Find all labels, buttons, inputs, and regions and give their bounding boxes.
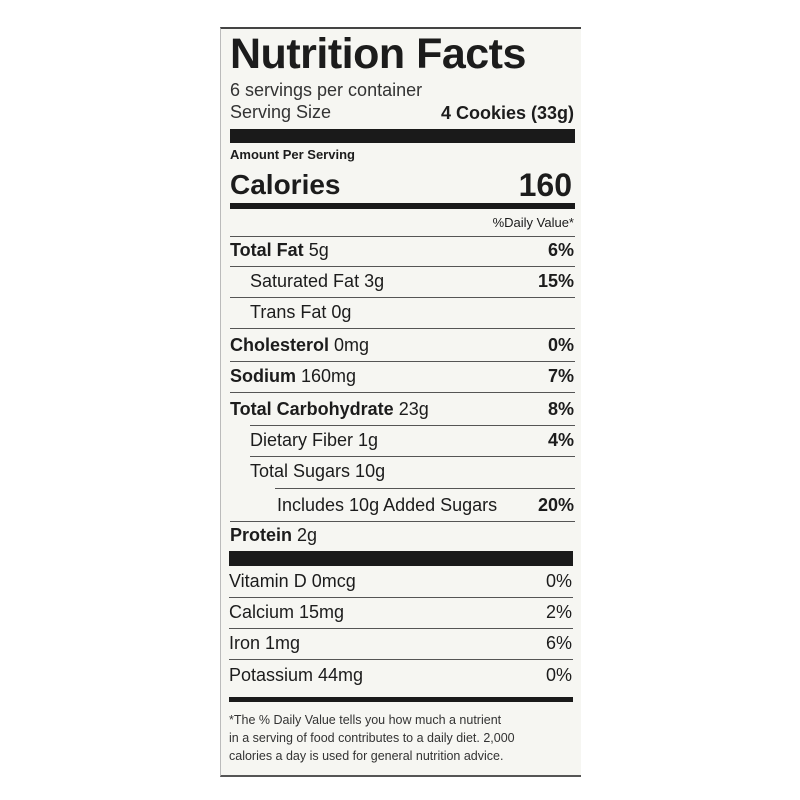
label-title: Nutrition Facts — [230, 30, 526, 78]
medium-divider — [230, 203, 575, 209]
dv-iron: 6% — [545, 633, 572, 653]
thick-divider — [229, 551, 573, 566]
calories-value: 160 — [518, 167, 572, 203]
nutrient-saturated-fat: Saturated Fat 3g — [250, 271, 385, 291]
dv-added-sugars: 20% — [537, 495, 574, 515]
dv-dietary-fiber: 4% — [547, 430, 574, 450]
serving-size-value: 4 Cookies (33g) — [440, 103, 574, 123]
potassium: Potassium 44mg — [229, 665, 364, 685]
calories-label: Calories — [230, 169, 341, 200]
dv-total-carbohydrate: 8% — [547, 399, 574, 419]
medium-divider — [229, 697, 573, 702]
amount-per-serving: Amount Per Serving — [230, 147, 355, 162]
nutrient-total-sugars: Total Sugars 10g — [250, 461, 386, 481]
dv-sodium: 7% — [547, 366, 574, 386]
nutrient-total-carbohydrate: Total Carbohydrate 23g — [230, 399, 429, 419]
nutrient-total-fat: Total Fat 5g — [230, 240, 329, 260]
dv-total-fat: 6% — [547, 240, 574, 260]
dv-vitamin-d: 0% — [545, 571, 572, 591]
nutrient-added-sugars: Includes 10g Added Sugars — [277, 495, 498, 515]
calcium: Calcium 15mg — [229, 602, 345, 622]
dv-potassium: 0% — [545, 665, 572, 685]
vitamin-d: Vitamin D 0mcg — [229, 571, 356, 591]
nutrient-sodium: Sodium 160mg — [230, 366, 357, 386]
nutrient-dietary-fiber: Dietary Fiber 1g — [250, 430, 379, 450]
nutrition-facts-panel — [220, 27, 581, 777]
dv-cholesterol: 0% — [547, 335, 574, 355]
thick-divider — [230, 129, 575, 143]
nutrient-protein: Protein 2g — [230, 525, 318, 545]
iron: Iron 1mg — [229, 633, 301, 653]
footnote: *The % Daily Value tells you how much a … — [229, 713, 515, 763]
daily-value-header: %Daily Value* — [492, 215, 574, 230]
dv-saturated-fat: 15% — [537, 271, 574, 291]
nutrient-trans-fat: Trans Fat 0g — [250, 302, 352, 322]
nutrient-cholesterol: Cholesterol 0mg — [230, 335, 370, 355]
serving-size-label: Serving Size — [230, 102, 332, 122]
servings-per-container: 6 servings per container — [230, 80, 423, 100]
dv-calcium: 2% — [545, 602, 572, 622]
